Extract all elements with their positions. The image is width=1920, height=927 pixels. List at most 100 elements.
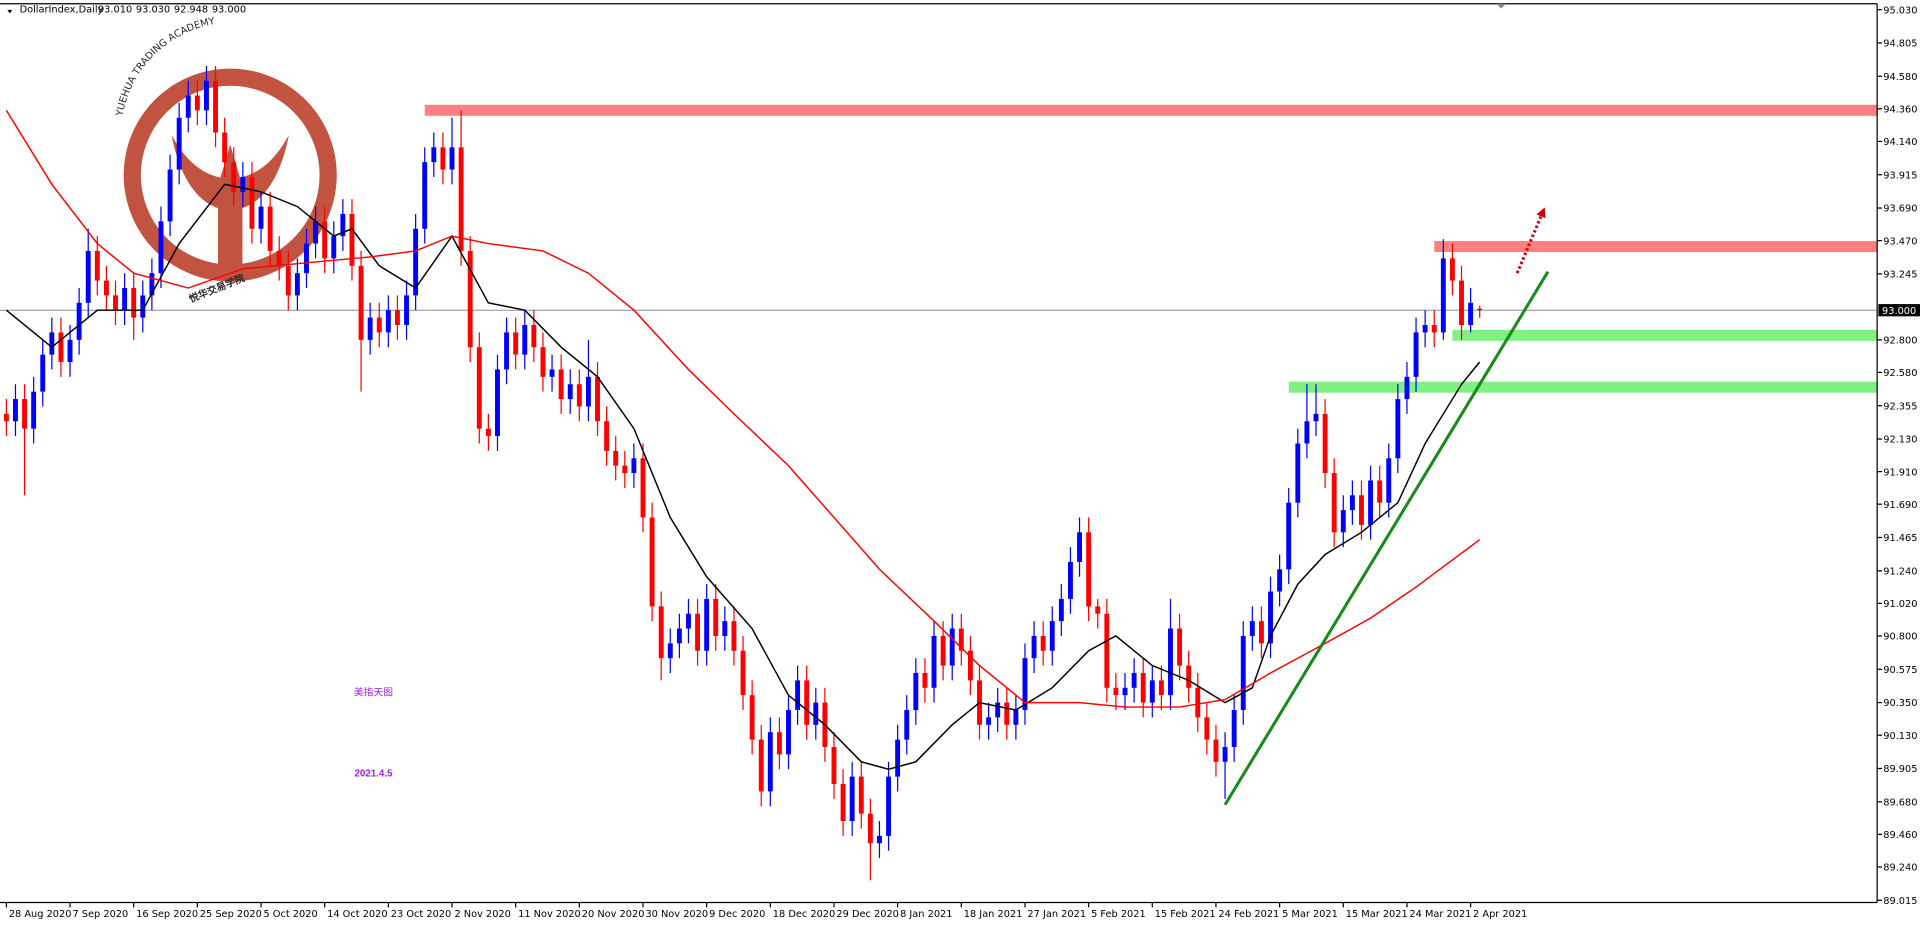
candle-body [258, 206, 264, 229]
x-tick-label: 15 Feb 2021 [1155, 909, 1216, 920]
candle-body [776, 732, 782, 755]
candle-body [1231, 709, 1237, 748]
candle-body [1013, 709, 1019, 725]
plot [3, 65, 1550, 881]
candle-body [622, 465, 628, 474]
candle-body [1049, 621, 1055, 651]
candle-body [531, 325, 537, 348]
candle-body [967, 650, 973, 681]
candle-body [595, 376, 600, 422]
candle-body [576, 384, 582, 407]
candle-body [604, 421, 610, 451]
candle-body [640, 458, 646, 518]
candle-body [49, 332, 55, 355]
candle-body [567, 384, 573, 400]
candle-body [231, 162, 237, 192]
candle-body [1031, 635, 1037, 659]
candle-body [1368, 480, 1374, 525]
x-tick-label: 28 Aug 2020 [9, 909, 72, 920]
annotation-title: 美指天图 [354, 686, 393, 699]
y-tick-label: 90.575 [1883, 665, 1917, 676]
candle-body [467, 250, 473, 348]
candle-body [140, 295, 146, 318]
candle-body [1322, 413, 1328, 474]
level-zone [424, 104, 1878, 116]
candle-body [222, 132, 228, 163]
x-tick-label: 24 Feb 2021 [1218, 909, 1279, 920]
candle-body [22, 399, 28, 429]
candle-body [886, 776, 891, 836]
y-tick-label: 91.465 [1883, 533, 1917, 544]
candle-body [767, 732, 773, 792]
y-tick-label: 93.245 [1883, 270, 1917, 281]
y-tick-label: 94.805 [1883, 39, 1917, 50]
candle-body [367, 317, 373, 340]
y-tick-label: 94.580 [1883, 72, 1917, 83]
candle-body [504, 332, 510, 370]
candle-body [122, 287, 128, 311]
candle-body [804, 680, 810, 725]
x-tick-label: 11 Nov 2020 [518, 909, 581, 920]
x-tick-label: 24 Mar 2021 [1409, 909, 1471, 920]
candle-body [31, 391, 37, 429]
menu-arrow [7, 9, 13, 14]
candle-body [1213, 739, 1219, 762]
x-tick-label: 23 Oct 2020 [391, 909, 451, 920]
candle-body [1040, 635, 1046, 651]
candle-body [1086, 532, 1092, 607]
candle-body [94, 250, 100, 281]
candle-body [931, 635, 937, 688]
y-tick-label: 91.910 [1883, 467, 1917, 478]
candle-body [795, 680, 801, 710]
y-tick-label: 91.020 [1883, 599, 1917, 610]
y-tick-label: 94.140 [1883, 137, 1917, 148]
current-price-box [1878, 304, 1920, 317]
zones [0, 104, 1878, 393]
candle-body [558, 369, 564, 400]
x-tick-label: 5 Feb 2021 [1091, 909, 1146, 920]
y-tick-label: 89.015 [1883, 896, 1917, 907]
candle-body [204, 80, 209, 111]
candle-body [1295, 443, 1301, 503]
y-tick-label: 93.470 [1883, 236, 1917, 247]
candle-body [513, 332, 519, 355]
annotation-date: 2021.4.5 [354, 768, 393, 779]
candle-body [813, 702, 819, 725]
candle-body [740, 650, 746, 696]
candle-body [349, 213, 355, 266]
candle-body [1195, 687, 1201, 718]
candle-body [158, 221, 164, 274]
candle-body [304, 243, 309, 274]
candle-body [858, 776, 864, 814]
candle-body [1022, 658, 1028, 710]
candle-body [585, 376, 591, 407]
candle-body [940, 635, 946, 666]
x-tick-label: 2 Apr 2021 [1473, 909, 1527, 920]
candle-body [995, 702, 1001, 718]
x-tick-label: 5 Oct 2020 [263, 909, 317, 920]
candle-body [458, 147, 464, 251]
candle-body [1277, 569, 1283, 592]
candle-body [213, 80, 218, 133]
candle-body [1168, 628, 1173, 696]
ohlc-label: 92.948 [174, 4, 208, 15]
x-tick-label: 25 Sep 2020 [200, 909, 262, 920]
logo-mark [171, 134, 289, 280]
candle-body [1077, 532, 1082, 562]
candle-body [385, 310, 391, 333]
y-tick-label: 92.580 [1883, 368, 1917, 379]
x-tick-label: 30 Nov 2020 [645, 909, 708, 920]
candle-body [1340, 510, 1346, 533]
candle-body [1177, 628, 1183, 666]
candle-body [786, 709, 791, 755]
candle-body [249, 176, 255, 229]
candle-body [704, 598, 710, 651]
candle-body [1158, 680, 1164, 696]
y-tick-label: 94.360 [1883, 105, 1917, 116]
x-tick-label: 14 Oct 2020 [327, 909, 387, 920]
candle-body [376, 317, 382, 333]
level-zone [1434, 241, 1878, 253]
candle-body [40, 354, 46, 392]
candle-body [1413, 332, 1419, 377]
